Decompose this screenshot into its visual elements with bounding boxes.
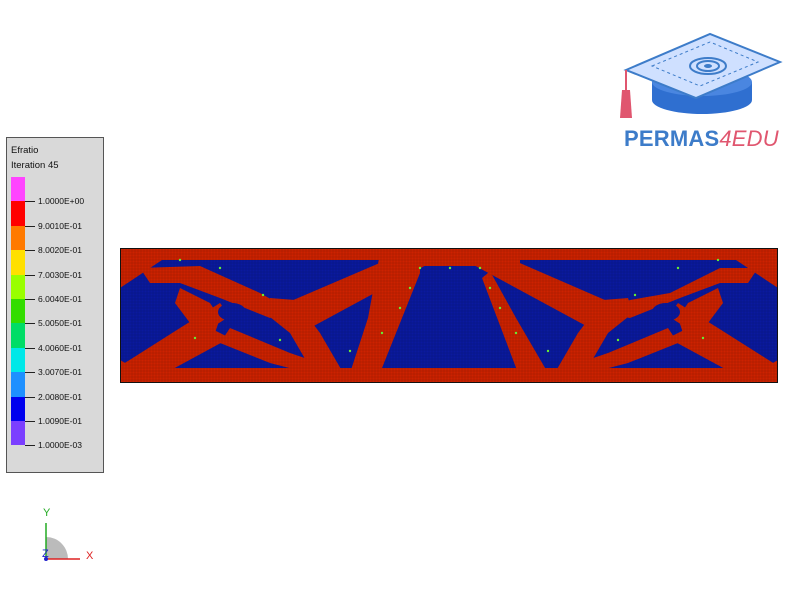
- axis-y-label: Y: [43, 507, 51, 519]
- legend-swatch: [11, 177, 25, 202]
- legend-tick: [25, 396, 35, 398]
- axis-x-label: X: [86, 550, 94, 562]
- legend-tick: [25, 201, 35, 203]
- legend-tick: [25, 274, 35, 276]
- legend-label: 1.0000E+00: [38, 196, 85, 207]
- legend-swatch: [11, 225, 25, 251]
- axes-triad: Y X Z: [34, 505, 104, 575]
- legend-tick: [25, 445, 35, 447]
- color-legend: Efratio Iteration 45 1.0000E+00 9.0010E-0…: [6, 137, 104, 473]
- logo-brand: PERMAS: [624, 126, 720, 151]
- legend-label: 1.0090E-01: [38, 416, 82, 426]
- legend-tick: [25, 299, 35, 300]
- legend-swatch: [11, 274, 25, 299]
- legend-iteration: Iteration 45: [11, 160, 59, 171]
- legend-swatch: [11, 396, 25, 421]
- legend-swatch: [11, 299, 25, 324]
- legend-label: 7.0030E-01: [38, 269, 82, 280]
- legend-swatch: [11, 347, 25, 373]
- legend-tick: [25, 421, 35, 422]
- legend-label: 9.0010E-01: [38, 220, 82, 231]
- legend-label: 1.0000E-03: [38, 440, 82, 451]
- legend-label: 6.0040E-01: [38, 294, 82, 304]
- axis-z-label: Z: [42, 548, 49, 560]
- legend-swatch: [11, 250, 25, 275]
- legend-label: 8.0020E-01: [38, 245, 82, 256]
- logo-wordmark: PERMAS4EDU: [624, 126, 779, 152]
- topology-beam-plot: [120, 248, 778, 383]
- legend-label: 5.0050E-01: [38, 318, 82, 329]
- legend-swatch: [11, 421, 25, 446]
- logo-suffix: 4EDU: [719, 126, 779, 151]
- legend-variable: Efratio: [11, 145, 39, 156]
- legend-label: 4.0060E-01: [38, 342, 82, 353]
- legend-label: 2.0080E-01: [38, 391, 82, 402]
- legend-swatch: [11, 323, 25, 348]
- legend-swatch: [11, 372, 25, 397]
- legend-title: Efratio Iteration 45: [11, 143, 59, 173]
- legend-tick: [25, 323, 35, 325]
- intermediate-elements: [178, 258, 720, 353]
- legend-tick: [25, 225, 35, 227]
- legend-tick: [25, 250, 35, 252]
- legend-label: 3.0070E-01: [38, 367, 82, 378]
- axes-triad-icon: [44, 523, 80, 561]
- legend-tick: [25, 372, 35, 374]
- permas-logo-icon: [620, 32, 783, 118]
- legend-tick: [25, 347, 35, 349]
- legend-swatch: [11, 201, 25, 226]
